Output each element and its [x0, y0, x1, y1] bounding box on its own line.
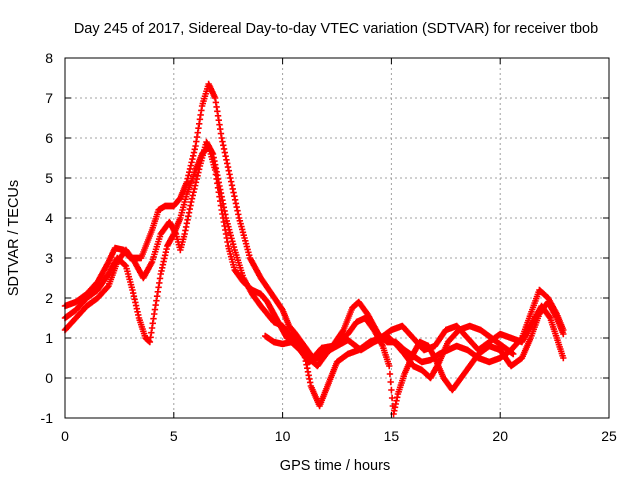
data-point-marker — [510, 350, 517, 358]
y-tick-label: -1 — [41, 410, 54, 426]
y-tick-label: 2 — [45, 290, 53, 306]
x-tick-label: 0 — [61, 428, 69, 444]
data-point-marker — [386, 370, 394, 378]
tick-labels: 0 5 10 15 20 25 -1 0 1 2 3 4 5 6 7 8 — [41, 50, 617, 444]
x-tick-label: 15 — [384, 428, 400, 444]
y-tick-label: 5 — [45, 170, 53, 186]
data-point-marker — [560, 354, 567, 362]
chart-title: Day 245 of 2017, Sidereal Day-to-day VTE… — [74, 21, 598, 37]
y-tick-label: 1 — [45, 330, 53, 346]
x-axis-title: GPS time / hours — [280, 458, 390, 474]
y-tick-label: 8 — [45, 50, 53, 66]
axis-ticks — [64, 57, 610, 419]
x-tick-label: 5 — [170, 428, 178, 444]
y-tick-label: 7 — [45, 90, 53, 106]
data-point-marker — [560, 330, 567, 338]
data-point-marker — [387, 378, 394, 386]
data-points — [61, 80, 567, 418]
data-point-marker — [386, 362, 393, 370]
series-track-4 — [261, 322, 517, 382]
data-point-marker — [388, 386, 395, 394]
x-tick-label: 25 — [601, 428, 617, 444]
y-tick-label: 0 — [45, 370, 53, 386]
y-tick-label: 4 — [45, 210, 53, 226]
x-tick-label: 20 — [492, 428, 508, 444]
x-tick-label: 10 — [275, 428, 291, 444]
plot-frame — [64, 57, 610, 419]
series-track-3 — [61, 138, 567, 418]
y-axis-title: SDTVAR / TECUs — [6, 180, 22, 296]
y-tick-label: 6 — [45, 130, 53, 146]
y-tick-label: 3 — [45, 250, 53, 266]
